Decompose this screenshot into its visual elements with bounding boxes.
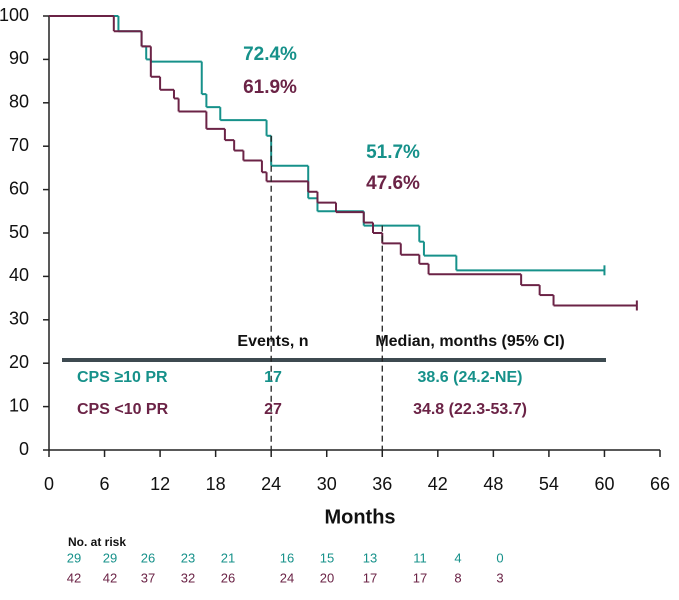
x-axis-label: Months	[324, 506, 395, 528]
y-tick-label: 100	[0, 5, 29, 25]
table-header: Events, n	[237, 333, 308, 350]
at-risk-count: 37	[141, 570, 155, 585]
at-risk-count: 29	[67, 550, 81, 565]
y-tick-label: 80	[9, 92, 29, 112]
x-tick-label: 66	[650, 474, 670, 494]
events-cell: 27	[264, 401, 282, 418]
y-tick-label: 30	[9, 309, 29, 329]
y-tick-label: 10	[9, 395, 29, 415]
x-tick-label: 12	[150, 474, 170, 494]
y-tick-label: 90	[9, 48, 29, 68]
x-tick-label: 54	[539, 474, 559, 494]
at-risk-count: 42	[103, 570, 117, 585]
landmark-label: 72.4%	[243, 44, 297, 65]
at-risk-count: 16	[280, 550, 294, 565]
at-risk-count: 24	[280, 570, 294, 585]
x-tick-label: 18	[206, 474, 226, 494]
at-risk-count: 23	[181, 550, 195, 565]
at-risk-count: 4	[454, 550, 461, 565]
median-cell: 34.8 (22.3-53.7)	[413, 401, 527, 418]
events-cell: 17	[264, 369, 282, 386]
at-risk-count: 8	[454, 570, 461, 585]
at-risk-count: 13	[363, 550, 377, 565]
y-tick-label: 50	[9, 222, 29, 242]
at-risk-count: 20	[320, 570, 334, 585]
x-tick-label: 24	[261, 474, 281, 494]
at-risk-count: 29	[103, 550, 117, 565]
table-header: Median, months (95% CI)	[375, 333, 564, 350]
at-risk-count: 0	[496, 550, 503, 565]
x-tick-label: 60	[594, 474, 614, 494]
x-tick-label: 6	[100, 474, 110, 494]
x-tick-label: 0	[44, 474, 54, 494]
at-risk-count: 17	[413, 570, 427, 585]
at-risk-count: 26	[141, 550, 155, 565]
at-risk-count: 11	[413, 550, 427, 565]
y-tick-label: 20	[9, 352, 29, 372]
legend-label: CPS <10 PR	[77, 401, 169, 418]
y-tick-label: 40	[9, 265, 29, 285]
at-risk-count: 26	[221, 570, 235, 585]
at-risk-count: 3	[496, 570, 503, 585]
y-tick-label: 70	[9, 135, 29, 155]
at-risk-count: 42	[67, 570, 81, 585]
at-risk-count: 21	[221, 550, 235, 565]
legend-label: CPS ≥10 PR	[77, 369, 168, 386]
landmark-label: 47.6%	[366, 173, 420, 194]
x-tick-label: 30	[317, 474, 337, 494]
x-tick-label: 48	[483, 474, 503, 494]
y-tick-label: 60	[9, 178, 29, 198]
landmark-label: 51.7%	[366, 142, 420, 163]
x-tick-label: 36	[372, 474, 392, 494]
x-tick-label: 42	[428, 474, 448, 494]
at-risk-count: 15	[320, 550, 334, 565]
landmark-label: 61.9%	[243, 77, 297, 98]
at-risk-count: 32	[181, 570, 195, 585]
median-cell: 38.6 (24.2-NE)	[418, 369, 523, 386]
y-tick-label: 0	[19, 439, 29, 459]
at-risk-title: No. at risk	[68, 535, 126, 549]
at-risk-count: 17	[363, 570, 377, 585]
